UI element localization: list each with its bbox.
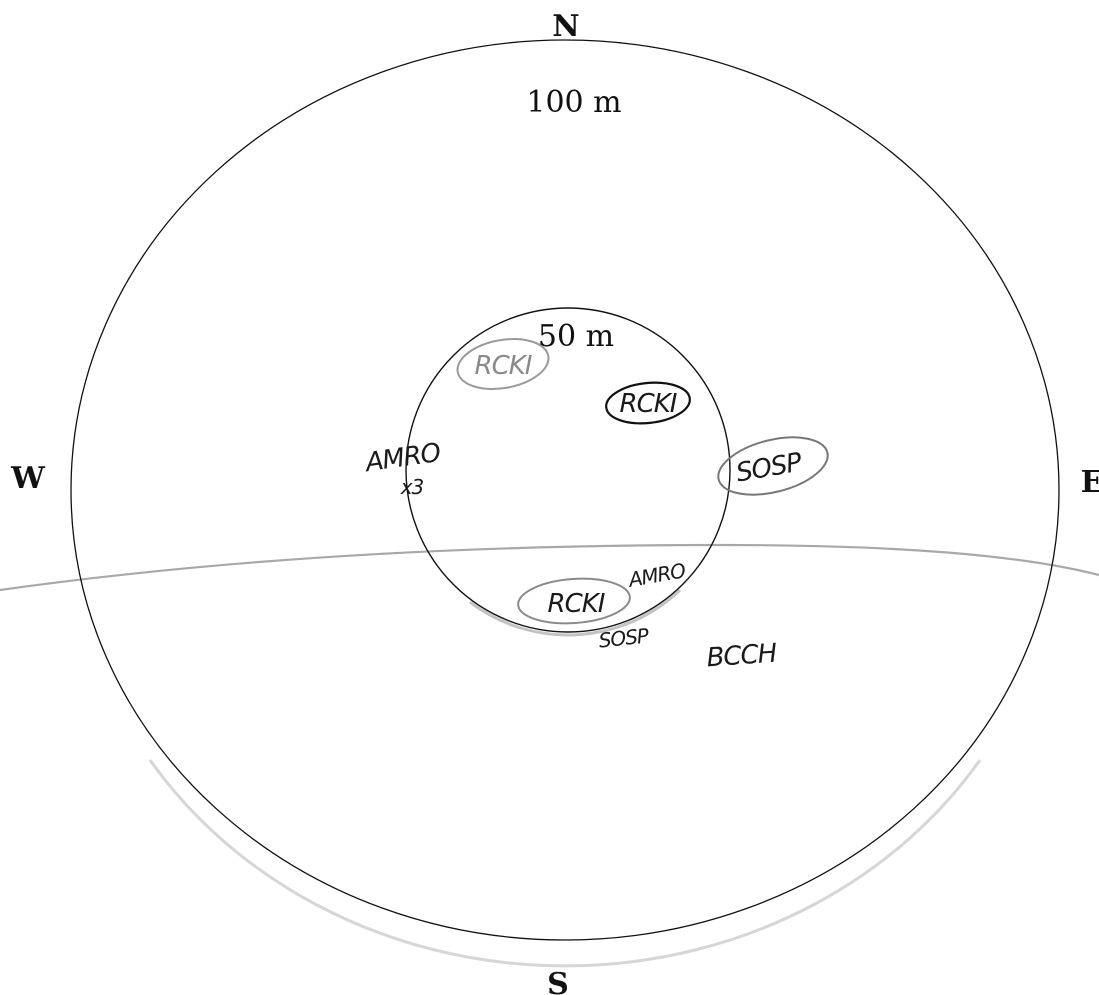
outer-circle-shadow (148, 759, 982, 968)
compass-east-label: E (1081, 465, 1099, 500)
inner-circle-shadow (469, 588, 682, 637)
observation-amro-west: AMRO (362, 438, 443, 478)
inner-ring-label: 50 m (538, 319, 614, 354)
observation-amro-west-count: x3 (400, 475, 424, 499)
compass-west-label: W (10, 461, 46, 496)
compass-north-label: N (552, 9, 579, 44)
observation-bcch: BCCH (706, 639, 778, 674)
observation-rcki-bottom: RCKI (548, 589, 605, 619)
outer-ring-label: 100 m (526, 85, 621, 120)
observation-amro-south: AMRO (625, 558, 687, 592)
observation-circle-rcki-top (456, 338, 550, 390)
observation-rcki-top: RCKI (475, 351, 532, 381)
observation-sosp-bottom: SOSP (598, 623, 651, 652)
inner-circle-50m (405, 307, 731, 633)
observation-rcki-dark: RCKI (620, 389, 677, 419)
observation-sosp-east: SOSP (734, 447, 805, 488)
compass-south-label: S (547, 967, 569, 995)
observation-circle-rcki-dark (605, 381, 691, 425)
observation-circle-sosp-east (717, 436, 829, 496)
observation-circle-rcki-bottom (517, 577, 631, 625)
outer-circle-100m (70, 39, 1060, 941)
boundary-line (0, 543, 1099, 592)
